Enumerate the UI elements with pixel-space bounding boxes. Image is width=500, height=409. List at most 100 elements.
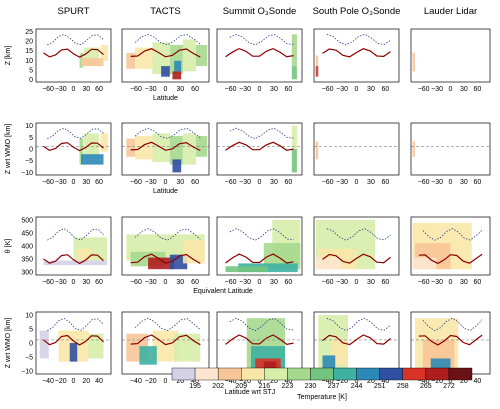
xtick-r2-c3-4: 60 xyxy=(382,279,390,286)
column-title-2: Summit O₃Sonde xyxy=(223,6,297,17)
xtick-r3-c1-4: 40 xyxy=(191,378,199,385)
xtick-r0-c3-2: 0 xyxy=(355,86,359,93)
xtick-r3-c1-1: −20 xyxy=(145,378,157,385)
ylabel-row-3: Z wrt WMO [km] xyxy=(5,318,12,369)
lrt-curve xyxy=(229,228,294,241)
panel-frame xyxy=(35,122,112,176)
xtick-r2-c0-3: 30 xyxy=(82,279,90,286)
xtick-r1-c2-2: 0 xyxy=(258,179,262,186)
panel-r0-c1: −60 −30 0 30 60 xyxy=(121,28,210,93)
temp-patch xyxy=(322,355,336,371)
temp-patch xyxy=(315,257,342,270)
ytick-row-0-0: 0 xyxy=(29,77,33,84)
colorbar-swatch xyxy=(241,367,265,381)
ytick-row-1-2: 0 xyxy=(29,147,33,154)
panel-r3-c0: −40 −20 0 20 40 xyxy=(35,311,112,385)
panel-frame xyxy=(410,216,491,276)
ytick-row-2-2: 400 xyxy=(21,244,33,251)
xtick-r3-c0-4: 40 xyxy=(95,378,103,385)
xtick-r1-c0-4: 60 xyxy=(95,179,103,186)
xtick-r1-c0-1: −30 xyxy=(55,179,67,186)
xtick-r0-c1-4: 60 xyxy=(191,86,199,93)
xtick-r2-c3-3: 30 xyxy=(367,279,375,286)
xtick-r0-c3-1: −30 xyxy=(336,86,348,93)
temp-patch xyxy=(43,260,108,266)
temp-patch xyxy=(84,133,99,157)
temp-patch xyxy=(174,333,201,362)
panel-r3-c1: −40 −20 0 20 40 xyxy=(121,311,210,385)
temp-patch xyxy=(291,34,297,67)
tropopause-curve xyxy=(225,141,294,151)
temp-patch xyxy=(182,240,205,264)
panel-frame xyxy=(121,216,210,276)
panel-frame xyxy=(216,28,303,83)
panel-frame xyxy=(410,28,491,83)
xtick-r1-c1-1: −30 xyxy=(145,179,157,186)
panel-r3-c4: −40 −20 0 20 40 xyxy=(410,311,491,385)
xtick-r0-c3-4: 60 xyxy=(382,86,390,93)
tropopause-curve xyxy=(322,48,391,58)
colorbar-label: Temperature [K] xyxy=(297,394,347,401)
xtick-r3-c1-3: 20 xyxy=(176,378,184,385)
xlabel-row-1: Latitude xyxy=(153,188,178,195)
temp-patch xyxy=(182,133,196,165)
colorbar-tick-2: 209 xyxy=(235,383,247,390)
xtick-r2-c4-1: −30 xyxy=(431,279,443,286)
lrt-curve xyxy=(134,317,201,331)
temp-patch xyxy=(412,52,415,72)
tropopause-curve xyxy=(43,254,104,265)
xtick-r2-c4-2: 0 xyxy=(449,279,453,286)
panel-frame xyxy=(35,216,112,276)
temp-patch xyxy=(172,159,182,173)
tropopause-curve xyxy=(130,253,201,264)
tropopause-curve xyxy=(130,334,201,346)
panel-r0-c3: −60 −30 0 30 60 xyxy=(313,28,400,93)
panel-frame xyxy=(35,28,112,83)
ylabel-row-2: θ [K] xyxy=(5,239,12,253)
panel-r3-c3: −40 −20 0 20 40 xyxy=(313,311,400,385)
xtick-r1-c4-4: 60 xyxy=(473,179,481,186)
xtick-r1-c3-3: 30 xyxy=(367,179,375,186)
lrt-curve xyxy=(47,33,104,46)
xtick-r3-c2-1: −20 xyxy=(239,378,251,385)
temp-patch xyxy=(148,257,175,270)
xtick-r0-c1-0: −60 xyxy=(130,86,142,93)
xtick-r1-c2-1: −30 xyxy=(239,179,251,186)
xtick-r0-c4-2: 0 xyxy=(449,86,453,93)
ylabel-row-0: Z [km] xyxy=(5,46,12,65)
xtick-r2-c3-2: 0 xyxy=(355,279,359,286)
temp-patch xyxy=(100,133,108,152)
panel-frame xyxy=(35,311,112,375)
panel-r2-c4: −60 −30 0 30 60 xyxy=(410,216,491,286)
xtick-r1-c1-0: −60 xyxy=(130,179,142,186)
temp-patch xyxy=(161,66,170,77)
lrt-curve xyxy=(134,33,201,46)
xtick-r1-c0-3: 30 xyxy=(82,179,90,186)
xtick-r0-c0-2: 0 xyxy=(72,86,76,93)
xtick-r2-c1-2: 0 xyxy=(164,279,168,286)
lrt-curve xyxy=(422,317,483,332)
temp-patch xyxy=(126,138,136,157)
temp-patch xyxy=(182,39,196,72)
temp-patch xyxy=(225,266,268,273)
xtick-r1-c4-3: 30 xyxy=(460,179,468,186)
ytick-row-0-1: 5 xyxy=(29,67,33,74)
colorbar-swatch xyxy=(287,367,311,381)
panel-r0-c4: −60 −30 0 30 60 xyxy=(410,28,491,93)
tropopause-curve xyxy=(130,48,201,58)
colorbar-swatch xyxy=(310,367,334,381)
panel-r1-c0: −60 −30 0 30 60 xyxy=(35,122,112,186)
column-title-0: SPURT xyxy=(57,6,89,17)
xtick-r1-c0-0: −60 xyxy=(42,179,54,186)
temp-patch xyxy=(291,149,297,173)
temp-patch xyxy=(174,60,182,72)
xtick-r0-c3-0: −60 xyxy=(322,86,334,93)
tropopause-curve xyxy=(225,334,294,346)
temp-patch xyxy=(315,66,319,77)
lrt-curve xyxy=(229,127,294,140)
panel-grid: −60 −30 0 30 60 −60 −30 0 30 60 −60 −30 0 30 60 −60 −30 0… xyxy=(35,28,491,385)
tropopause-curve xyxy=(418,334,483,346)
temp-patch xyxy=(126,52,136,69)
xtick-r0-c0-1: −30 xyxy=(55,86,67,93)
